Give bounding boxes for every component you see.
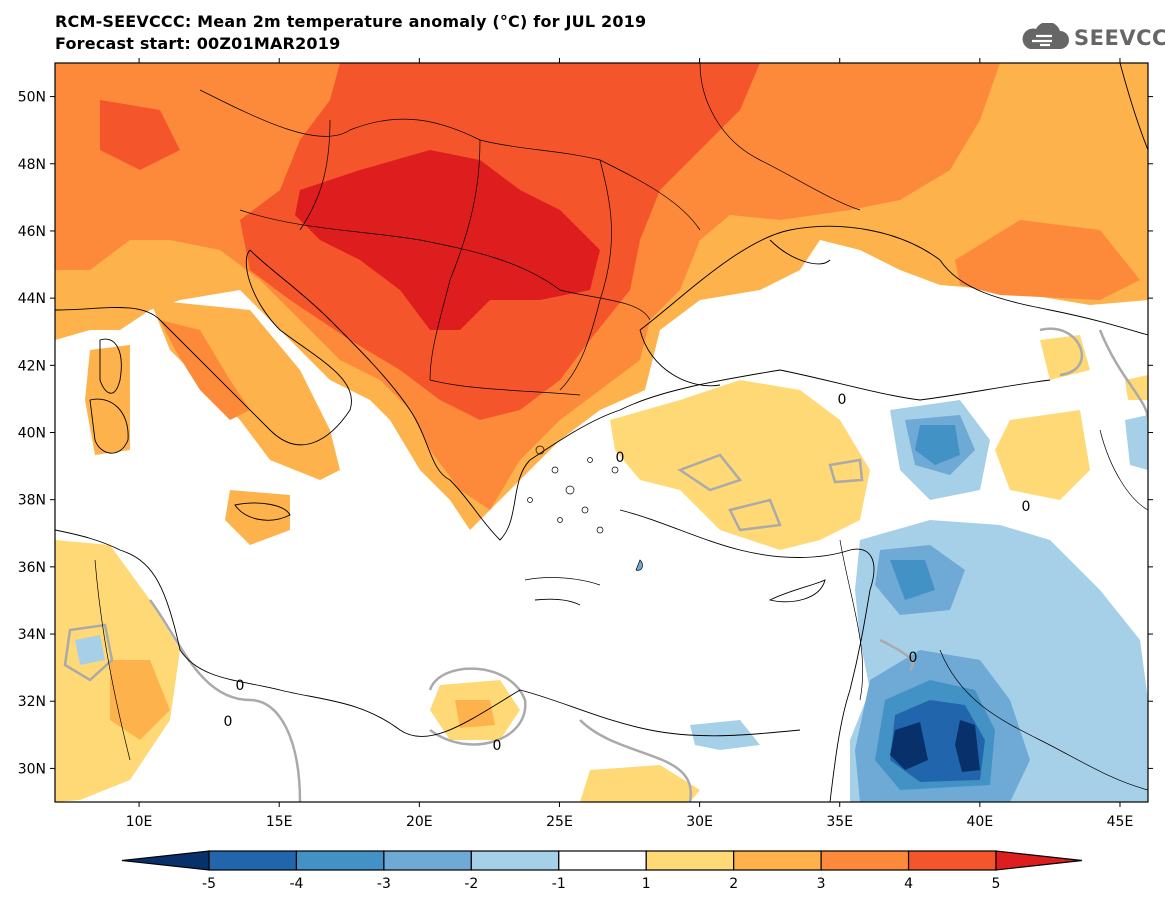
colorbar-segment xyxy=(645,850,735,871)
lon-tick-label: 35E xyxy=(826,814,853,830)
colorbar-segment xyxy=(558,850,647,871)
lat-tick-label: 48N xyxy=(18,157,46,173)
colorbar-label: -3 xyxy=(377,876,391,892)
contour-label: 0 xyxy=(493,738,502,754)
lat-tick-label: 46N xyxy=(18,224,46,240)
colorbar-segment xyxy=(383,850,472,871)
cloud-icon xyxy=(1022,23,1069,49)
contour-label: 0 xyxy=(224,714,233,730)
colorbar-segment xyxy=(733,850,822,871)
colorbar-label: 4 xyxy=(904,876,913,892)
anomaly-fill-5-plus xyxy=(295,150,600,330)
lon-tick-label: 15E xyxy=(266,814,293,830)
lat-tick-label: 34N xyxy=(18,627,46,643)
lat-tick-label: 32N xyxy=(18,694,46,710)
lon-tick-label: 45E xyxy=(1107,814,1134,830)
map-title: RCM-SEEVCCC: Mean 2m temperature anomaly… xyxy=(55,12,647,31)
country-borders xyxy=(94,63,1148,791)
lon-tick-label: 40E xyxy=(967,814,994,830)
colorbar-label: -4 xyxy=(289,876,303,892)
lon-tick-label: 20E xyxy=(406,814,433,830)
contour-label: 0 xyxy=(838,392,847,408)
map-plot-area: 0 0 0 0 0 0 0 xyxy=(55,63,1148,802)
contour-label: 0 xyxy=(1022,499,1031,515)
contour-label: 0 xyxy=(909,650,918,666)
lon-tick-label: 25E xyxy=(546,814,573,830)
colorbar-extend-high xyxy=(995,850,1083,871)
logo-text: SEEVCCC xyxy=(1074,26,1165,50)
colorbar-label: -5 xyxy=(202,876,216,892)
lat-tick-label: 36N xyxy=(18,560,46,576)
colorbar-segment xyxy=(208,850,298,871)
colorbar-label: 5 xyxy=(992,876,1001,892)
lat-tick-label: 38N xyxy=(18,493,46,509)
lat-tick-label: 42N xyxy=(18,358,46,374)
lon-tick-label: 10E xyxy=(126,814,153,830)
colorbar-extend-low xyxy=(121,850,210,871)
axis-ticks: 10E 15E 20E 25E 30E 35E 40E 45E 50N 48N 46N 44N 42N 4… xyxy=(18,58,1153,830)
colorbar-label: 2 xyxy=(729,876,738,892)
colorbar: -5 -4 -3 -2 -1 1 2 3 4 5 xyxy=(121,850,1083,892)
colorbar-segment xyxy=(295,850,385,871)
lat-tick-label: 44N xyxy=(18,291,46,307)
colorbar-label: -2 xyxy=(464,876,478,892)
anomaly-fill-cold-5-plus xyxy=(890,720,980,772)
colorbar-segment xyxy=(470,850,560,871)
zero-contours xyxy=(63,327,1148,802)
forecast-start-label: Forecast start: 00Z01MAR2019 xyxy=(55,34,341,53)
anomaly-fill-south-2-3 xyxy=(110,660,495,740)
colorbar-label: 1 xyxy=(642,876,651,892)
aegean-islands xyxy=(524,445,643,586)
coastlines xyxy=(55,63,1148,802)
lat-tick-label: 40N xyxy=(18,426,46,442)
colorbar-segment xyxy=(820,850,910,871)
seevccc-logo: SEEVCCC xyxy=(1018,20,1165,56)
colorbar-segment xyxy=(907,850,997,871)
colorbar-label: -1 xyxy=(552,876,566,892)
lat-tick-label: 50N xyxy=(18,90,46,106)
contour-label: 0 xyxy=(616,450,625,466)
lon-tick-label: 30E xyxy=(686,814,713,830)
contour-label: 0 xyxy=(236,678,245,694)
colorbar-label: 3 xyxy=(817,876,826,892)
lat-tick-label: 30N xyxy=(18,761,46,777)
